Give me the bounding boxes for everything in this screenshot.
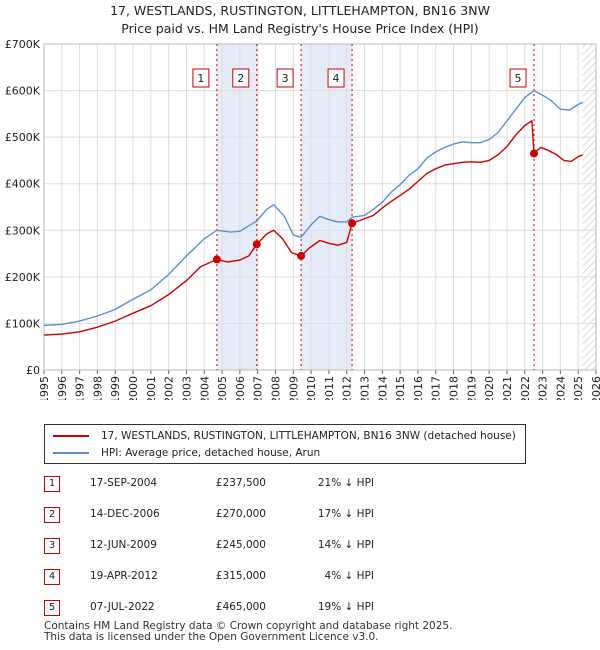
transaction-label: 5: [515, 72, 522, 85]
table-row: 2 14-DEC-2006 £270,000 17% ↓ HPI: [44, 507, 464, 523]
transaction-badge: 1: [44, 476, 60, 492]
x-tick-label: 2004: [198, 376, 211, 400]
legend-label-property: 17, WESTLANDS, RUSTINGTON, LITTLEHAMPTON…: [101, 430, 516, 442]
x-tick-label: 2019: [465, 376, 478, 400]
y-tick-label: £0: [26, 364, 40, 377]
table-row: 3 12-JUN-2009 £245,000 14% ↓ HPI: [44, 538, 464, 554]
y-tick-label: £300K: [5, 224, 41, 237]
x-tick-label: 2017: [430, 376, 443, 400]
table-row: 1 17-SEP-2004 £237,500 21% ↓ HPI: [44, 476, 464, 492]
plot-border: [43, 43, 597, 371]
series-line-property: [43, 120, 583, 336]
chart-title: 17, WESTLANDS, RUSTINGTON, LITTLEHAMPTON…: [110, 3, 490, 18]
x-tick-label: 2025: [572, 376, 585, 400]
x-tick-label: 2008: [269, 376, 282, 400]
x-tick-label: 1998: [91, 376, 104, 400]
x-tick-label: 2022: [519, 376, 532, 400]
price-chart: £0 £100K £200K £300K £400K £500K £600K £700K 199…: [5, 38, 600, 400]
x-tick-label: 2020: [483, 376, 496, 400]
y-tick-label: £400K: [5, 178, 41, 191]
x-tick-label: 2007: [252, 376, 265, 400]
x-tick-label: 2006: [234, 376, 247, 400]
transaction-label-box: [509, 68, 527, 88]
x-tick-label: 2000: [127, 376, 140, 400]
transaction-label-box: [232, 68, 250, 88]
transaction-badge: 3: [44, 538, 60, 554]
transaction-hpi-diff: 4% ↓ HPI: [324, 570, 374, 582]
x-tick-label: 2001: [145, 376, 158, 400]
x-tick-label: 2026: [590, 376, 600, 400]
y-tick-label: £100K: [5, 317, 41, 330]
transaction-badge: 4: [44, 569, 60, 585]
transaction-hpi-diff: 21% ↓ HPI: [317, 477, 374, 489]
series-line-hpi: [43, 89, 583, 326]
x-tick-label: 2005: [216, 376, 229, 400]
legend-item-hpi: HPI: Average price, detached house, Arun: [53, 445, 320, 461]
x-tick-label: 2010: [305, 376, 318, 400]
x-tick-label: 2014: [376, 376, 389, 400]
transaction-price: £315,000: [215, 570, 266, 582]
shaded-period: [301, 44, 353, 370]
x-tick-label: 2023: [537, 376, 550, 400]
transaction-date: 19-APR-2012: [90, 570, 158, 582]
x-tick-label: 1995: [38, 376, 51, 400]
legend-swatch-property: [53, 435, 89, 437]
x-tick-label: 2024: [554, 376, 567, 400]
y-tick-label: £700K: [5, 38, 41, 51]
transaction-hpi-diff: 19% ↓ HPI: [317, 601, 374, 613]
y-tick-label: £500K: [5, 131, 41, 144]
x-tick-label: 2016: [412, 376, 425, 400]
transaction-badge: 5: [44, 600, 60, 616]
transaction-point: [252, 240, 261, 249]
future-region: [582, 44, 596, 370]
transaction-badge: 2: [44, 507, 60, 523]
transaction-price: £270,000: [215, 508, 266, 520]
transaction-hpi-diff: 14% ↓ HPI: [317, 539, 374, 551]
transaction-label-box: [192, 68, 210, 88]
x-tick-label: 2015: [394, 376, 407, 400]
x-tick-label: 2013: [359, 376, 372, 400]
x-tick-label: 2011: [323, 376, 336, 400]
x-tick-label: 2018: [448, 376, 461, 400]
x-tick-label: 2021: [501, 376, 514, 400]
transaction-point: [297, 251, 306, 260]
transaction-hpi-diff: 17% ↓ HPI: [317, 508, 374, 520]
transaction-price: £237,500: [215, 477, 266, 489]
y-tick-label: £200K: [5, 271, 41, 284]
transaction-label: 4: [333, 72, 340, 85]
transaction-date: 12-JUN-2009: [90, 539, 157, 551]
legend-label-hpi: HPI: Average price, detached house, Arun: [101, 447, 321, 459]
transaction-point: [530, 149, 539, 158]
footer-license: This data is licensed under the Open Gov…: [44, 631, 379, 643]
transaction-point: [212, 255, 221, 264]
table-row: 5 07-JUL-2022 £465,000 19% ↓ HPI: [44, 600, 464, 616]
transaction-label: 2: [237, 72, 244, 85]
x-tick-label: 1996: [56, 376, 69, 400]
legend: 17, WESTLANDS, RUSTINGTON, LITTLEHAMPTON…: [44, 424, 526, 464]
transaction-date: 17-SEP-2004: [90, 477, 158, 489]
transaction-label: 1: [197, 72, 204, 85]
footer: Contains HM Land Registry data © Crown c…: [44, 621, 452, 643]
legend-item-property: 17, WESTLANDS, RUSTINGTON, LITTLEHAMPTON…: [53, 428, 516, 444]
chart-subtitle: Price paid vs. HM Land Registry's House …: [121, 21, 479, 36]
table-row: 4 19-APR-2012 £315,000 4% ↓ HPI: [44, 569, 464, 585]
transaction-label-box: [276, 68, 294, 88]
transaction-date: 07-JUL-2022: [90, 601, 155, 613]
x-tick-label: 2002: [163, 376, 176, 400]
legend-swatch-hpi: [53, 452, 89, 454]
transaction-label-box: [327, 68, 345, 88]
transaction-price: £245,000: [215, 539, 266, 551]
footer-copyright: Contains HM Land Registry data © Crown c…: [44, 620, 453, 632]
transaction-price: £465,000: [215, 601, 266, 613]
transaction-point: [348, 219, 357, 228]
transaction-label: 3: [282, 72, 289, 85]
x-tick-label: 2003: [180, 376, 193, 400]
y-tick-label: £600K: [5, 85, 41, 98]
x-tick-label: 1999: [109, 376, 122, 400]
shaded-period: [216, 44, 257, 370]
x-tick-label: 2012: [341, 376, 354, 400]
x-tick-label: 1997: [74, 376, 87, 400]
transaction-date: 14-DEC-2006: [90, 508, 160, 520]
x-tick-label: 2009: [287, 376, 300, 400]
